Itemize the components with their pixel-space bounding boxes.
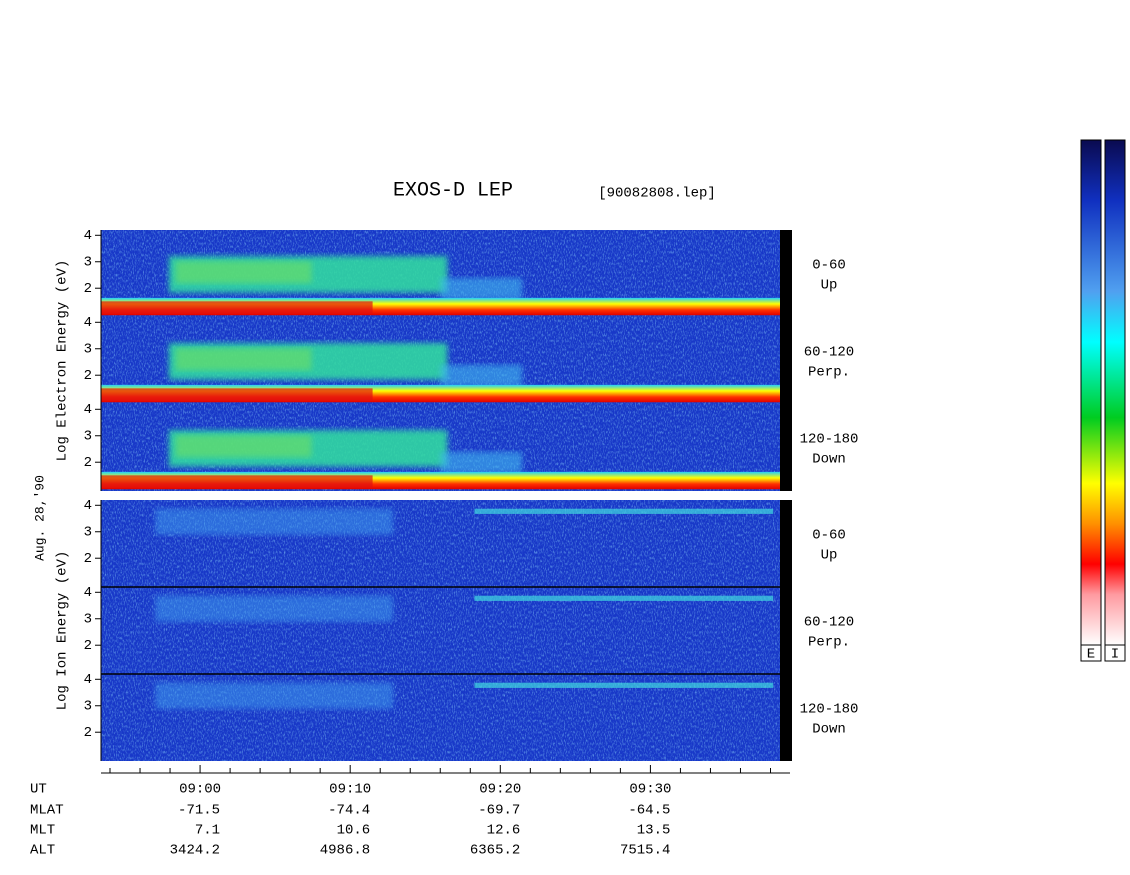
y-tick-label: 4 (84, 672, 92, 688)
colorbar-label: I (1111, 647, 1119, 663)
colorbar-label: E (1087, 647, 1095, 663)
row-value: -64.5 (628, 803, 670, 819)
spectrogram-patch (155, 595, 393, 622)
spectrogram-patch (175, 348, 312, 371)
data-gap-bar (780, 500, 792, 587)
row-value: -74.4 (328, 803, 370, 819)
y-tick-label: 2 (84, 455, 92, 471)
channel-angle: 120-180 (800, 432, 859, 448)
row-value: 12.6 (487, 823, 521, 839)
channel-angle: 60-120 (804, 345, 854, 361)
row-label: ALT (30, 843, 55, 859)
row-value: -69.7 (478, 803, 520, 819)
row-value: 13.5 (637, 823, 671, 839)
colorbar-label-box (1104, 644, 1126, 662)
row-value: 7.1 (195, 823, 220, 839)
y-tick-label: 3 (84, 428, 92, 444)
y-tick-label: 4 (84, 585, 92, 601)
row-value: -71.5 (178, 803, 220, 819)
spectrogram-patch (474, 682, 774, 688)
data-gap-bar (780, 587, 792, 674)
spectrogram-band (101, 301, 373, 314)
y-tick-label: 2 (84, 368, 92, 384)
channel-direction: Down (812, 452, 846, 468)
channel-direction: Down (812, 722, 846, 738)
spectrogram-patch (175, 261, 312, 284)
x-tick-label: 09:00 (179, 782, 221, 798)
y-tick-label: 3 (84, 611, 92, 627)
spectrogram-patch (175, 435, 312, 458)
colorbar (1104, 139, 1126, 646)
row-value: 10.6 (337, 823, 371, 839)
channel-angle: 0-60 (812, 528, 846, 544)
channel-direction: Up (821, 278, 838, 294)
channel-direction: Perp. (808, 365, 850, 381)
spectrogram-patch (155, 682, 393, 709)
date-label: Aug. 28,'90 (32, 475, 47, 561)
y-tick-label: 3 (84, 254, 92, 270)
y-tick-label: 4 (84, 498, 92, 514)
x-tick-label: 09:30 (629, 782, 671, 798)
spectrogram-patch (155, 508, 393, 535)
x-axis-label: UT (30, 782, 47, 798)
row-label: MLAT (30, 803, 64, 819)
row-value: 7515.4 (620, 843, 670, 859)
data-gap-bar (780, 674, 792, 761)
y-tick-label: 3 (84, 698, 92, 714)
colorbar-label-box (1080, 644, 1102, 662)
spectrogram-patch (440, 451, 522, 474)
y-tick-label: 3 (84, 524, 92, 540)
spectrogram-patch (440, 277, 522, 300)
colorbar (1080, 139, 1102, 646)
channel-direction: Perp. (808, 635, 850, 651)
row-value: 3424.2 (170, 843, 220, 859)
chart-subtitle: [90082808.lep] (598, 186, 716, 202)
spectrogram-band (101, 388, 373, 401)
channel-direction: Up (821, 548, 838, 564)
data-gap-bar (780, 230, 792, 317)
channel-angle: 0-60 (812, 258, 846, 274)
x-tick-label: 09:20 (479, 782, 521, 798)
spectrogram-band (101, 475, 373, 488)
channel-angle: 120-180 (800, 702, 859, 718)
spectrogram-patch (474, 595, 774, 601)
row-label: MLT (30, 823, 55, 839)
y-tick-label: 4 (84, 228, 92, 244)
y-tick-label: 4 (84, 315, 92, 331)
x-tick-label: 09:10 (329, 782, 371, 798)
y-tick-label: 2 (84, 551, 92, 567)
channel-angle: 60-120 (804, 615, 854, 631)
y-tick-label: 4 (84, 402, 92, 418)
spectrogram-patch (440, 364, 522, 387)
spectrogram-patch (474, 508, 774, 514)
row-value: 6365.2 (470, 843, 520, 859)
data-gap-bar (780, 404, 792, 491)
row-value: 4986.8 (320, 843, 370, 859)
y-tick-label: 2 (84, 281, 92, 297)
y-tick-label: 3 (84, 341, 92, 357)
y-tick-label: 2 (84, 638, 92, 654)
y-tick-label: 2 (84, 725, 92, 741)
y-axis-label: Log Ion Energy (eV) (55, 551, 71, 711)
y-axis-label: Log Electron Energy (eV) (55, 260, 71, 462)
data-gap-bar (780, 317, 792, 404)
chart-title: EXOS-D LEP (393, 179, 513, 202)
